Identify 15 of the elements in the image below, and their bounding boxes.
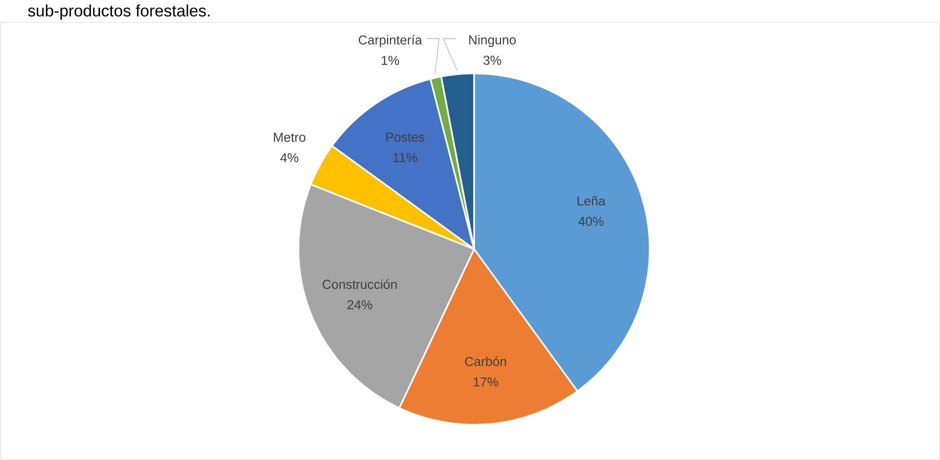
text: sub-productos forestales. [28, 4, 210, 20]
slice-label: Construcción [322, 279, 397, 290]
slice-label: Carpintería [358, 35, 422, 48]
data-label: 11% [394, 153, 417, 162]
data-label: 17% [474, 378, 498, 387]
slice-label: Metro [274, 132, 306, 142]
data-label: 40% [578, 216, 604, 226]
slice-label: Ninguno [469, 35, 516, 48]
slice-label: Postes [386, 132, 424, 142]
slice-label: Carbón [465, 356, 506, 366]
slice-label: Leña [578, 196, 606, 206]
data-label: 3% [483, 56, 502, 66]
data-label: 24% [347, 300, 372, 310]
data-label: 4% [280, 153, 298, 162]
data-label: 1% [382, 56, 400, 66]
